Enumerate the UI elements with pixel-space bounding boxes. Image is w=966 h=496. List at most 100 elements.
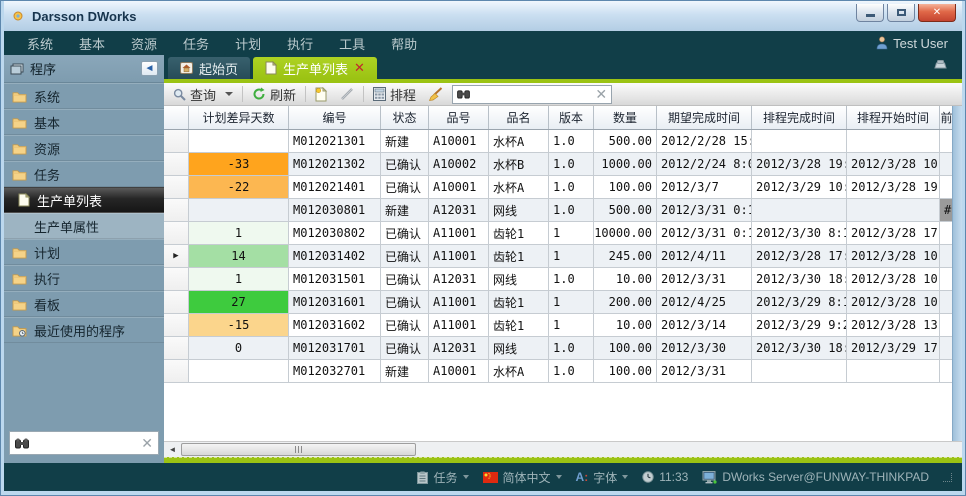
table-row[interactable]: 27 M012031601 已确认 A11001 齿轮1 1 200.00 2012/4/25… (164, 291, 952, 314)
sidebar-item-4[interactable]: 生产单列表 (4, 187, 164, 213)
cell-diff-days: 27 (189, 291, 289, 314)
scrollbar-thumb[interactable] (181, 443, 416, 456)
home-icon (180, 62, 193, 74)
table-cell: 已确认 (381, 153, 429, 176)
table-cell: 2012/3/31 (657, 360, 752, 383)
menu-item-7[interactable]: 帮助 (391, 36, 418, 52)
sidebar-search-clear-icon[interactable]: ✕ (141, 435, 153, 451)
table-row[interactable]: ▶ 14 M012031402 已确认 A11001 齿轮1 1 245.00 2012/4/1… (164, 245, 952, 268)
edit-button[interactable] (337, 87, 357, 101)
table-row[interactable]: 1 M012030802 已确认 A11001 齿轮1 1 10000.00 2012/3/3… (164, 222, 952, 245)
table-row[interactable]: -15 M012031602 已确认 A11001 齿轮1 1 10.00 2012/3/14… (164, 314, 952, 337)
tab-label: 起始页 (199, 61, 239, 77)
table-row[interactable]: M012032701 新建 A10001 水杯A 1.0 100.00 2012/3/31 (164, 360, 952, 383)
column-header-9[interactable]: 排程完成时间 (752, 106, 847, 129)
language-dropdown[interactable]: 简体中文 (482, 469, 562, 486)
column-header-8[interactable]: 期望完成时间 (657, 106, 752, 129)
table-cell: 水杯A (489, 130, 549, 153)
window-list-icon[interactable] (933, 59, 948, 70)
search-icon (173, 88, 186, 101)
table-cell: 水杯B (489, 153, 549, 176)
table-row[interactable]: M012021301 新建 A10001 水杯A 1.0 500.00 2012/2/28 … (164, 130, 952, 153)
menu-item-0[interactable]: 系统 (27, 36, 54, 52)
refresh-button[interactable]: 刷新 (249, 85, 299, 104)
query-button[interactable]: 查询 (170, 85, 236, 104)
sidebar-item-3[interactable]: 任务 (4, 161, 164, 187)
flag-icon (482, 471, 498, 483)
table-row[interactable]: -33 M012021302 已确认 A10002 水杯B 1.0 1000.00 2012/… (164, 153, 952, 176)
toolbar-search: ✕ (452, 84, 613, 104)
clock-icon (642, 471, 654, 483)
sidebar-item-7[interactable]: 执行 (4, 265, 164, 291)
task-dropdown[interactable]: 任务 (417, 469, 469, 486)
menu-item-6[interactable]: 工具 (339, 36, 366, 52)
column-header-5[interactable]: 品名 (489, 106, 549, 129)
sidebar-collapse-button[interactable]: ◄ (141, 61, 158, 76)
language-label: 简体中文 (502, 470, 551, 485)
sidebar-item-6[interactable]: 计划 (4, 239, 164, 265)
column-header-4[interactable]: 品号 (429, 106, 489, 129)
sidebar-item-label: 生产单属性 (34, 219, 100, 235)
resize-grip[interactable] (943, 472, 952, 482)
column-header-6[interactable]: 版本 (549, 106, 594, 129)
sidebar-item-0[interactable]: 系统 (4, 83, 164, 109)
minimize-button[interactable] (856, 4, 884, 22)
clean-button[interactable] (425, 87, 446, 101)
table-row[interactable]: 1 M012031501 已确认 A12031 网线 1.0 10.00 2012/3/31 2… (164, 268, 952, 291)
close-button[interactable]: ✕ (918, 4, 956, 22)
column-header-10[interactable]: 排程开始时间 (847, 106, 940, 129)
tab-0[interactable]: 起始页 (168, 57, 251, 79)
menu-item-3[interactable]: 任务 (183, 36, 210, 52)
tab-close-icon[interactable]: ✕ (354, 60, 365, 75)
tabs: 起始页 生产单列表 ✕ (168, 57, 380, 79)
schedule-button[interactable]: 排程 (370, 85, 419, 104)
column-header-3[interactable]: 状态 (381, 106, 429, 129)
menu-item-1[interactable]: 基本 (79, 36, 106, 52)
sidebar-item-label: 最近使用的程序 (34, 323, 126, 339)
sidebar-title: 程序 (30, 62, 57, 77)
new-button[interactable] (312, 86, 331, 102)
column-header-7[interactable]: 数量 (594, 106, 657, 129)
task-caret-icon (462, 475, 469, 479)
column-header-11[interactable]: 前 (940, 106, 953, 129)
column-header-2[interactable]: 编号 (289, 106, 381, 129)
sidebar-item-8[interactable]: 看板 (4, 291, 164, 317)
tab-1[interactable]: 生产单列表 ✕ (253, 57, 377, 79)
folder-icon (12, 90, 27, 103)
table-cell: 2012/3/28 17:13 (847, 222, 940, 245)
server-status: DWorks Server@FUNWAY-THINKPAD (702, 470, 929, 484)
column-header-0[interactable] (164, 106, 189, 129)
scroll-left-arrow-icon[interactable]: ◄ (168, 445, 177, 454)
table-row[interactable]: 0 M012031701 已确认 A12031 网线 1.0 100.00 2012/3/30… (164, 337, 952, 360)
sidebar-search-input[interactable] (34, 436, 137, 450)
title-bar: Darsson DWorks ✕ (4, 1, 962, 31)
table-row[interactable]: -22 M012021401 已确认 A10001 水杯A 1.0 100.00 2012/3… (164, 176, 952, 199)
table-cell: 500.00 (594, 199, 657, 222)
sidebar-item-5[interactable]: 生产单属性 (4, 213, 164, 239)
table-cell: A11001 (429, 291, 489, 314)
toolbar-search-input[interactable] (474, 87, 592, 101)
row-indicator (164, 314, 189, 337)
table-cell (940, 360, 952, 383)
table-cell: M012031602 (289, 314, 381, 337)
sidebar-item-9[interactable]: 最近使用的程序 (4, 317, 164, 343)
language-caret-icon (555, 475, 562, 479)
table-cell: 2012/3/30 8:15 (752, 222, 847, 245)
sidebar-item-2[interactable]: 资源 (4, 135, 164, 161)
menu-item-5[interactable]: 执行 (287, 36, 314, 52)
menu-item-2[interactable]: 资源 (131, 36, 158, 52)
menu-item-4[interactable]: 计划 (235, 36, 262, 52)
toolbar-search-clear-icon[interactable]: ✕ (595, 86, 608, 102)
column-header-1[interactable]: 计划差异天数 (189, 106, 289, 129)
sidebar-item-label: 基本 (34, 115, 61, 131)
restore-button[interactable] (887, 4, 915, 22)
font-dropdown[interactable]: A: 字体 (576, 469, 629, 486)
horizontal-scrollbar[interactable]: ◄ (164, 441, 962, 457)
vertical-scrollbar[interactable] (952, 106, 962, 441)
table-cell: A12031 (429, 268, 489, 291)
table-row[interactable]: M012030801 新建 A12031 网线 1.0 500.00 2012/3/31 0… (164, 199, 952, 222)
sidebar-item-1[interactable]: 基本 (4, 109, 164, 135)
user-indicator[interactable]: Test User (876, 36, 952, 51)
table-cell: 新建 (381, 199, 429, 222)
table-cell: 新建 (381, 360, 429, 383)
